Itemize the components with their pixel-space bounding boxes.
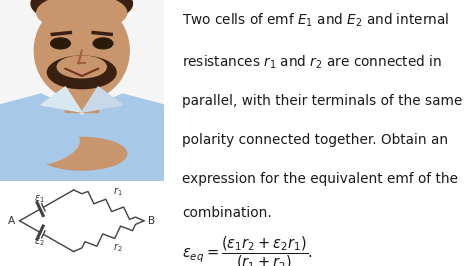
- Text: $\varepsilon_1$: $\varepsilon_1$: [34, 193, 45, 205]
- Ellipse shape: [19, 132, 79, 165]
- Text: polarity connected together. Obtain an: polarity connected together. Obtain an: [182, 133, 448, 147]
- Ellipse shape: [83, 126, 163, 171]
- Text: combination.: combination.: [182, 206, 272, 220]
- Text: B: B: [148, 216, 155, 226]
- Text: Two cells of emf $E_1$ and $E_2$ and internal: Two cells of emf $E_1$ and $E_2$ and int…: [182, 12, 449, 29]
- Polygon shape: [82, 87, 123, 112]
- Ellipse shape: [93, 38, 113, 49]
- Text: $r_2$: $r_2$: [113, 242, 122, 254]
- Text: resistances $r_1$ and $r_2$ are connected in: resistances $r_1$ and $r_2$ are connecte…: [182, 53, 442, 70]
- Text: $\varepsilon_{eq} = \dfrac{(\varepsilon_1 r_2 + \varepsilon_2 r_1)}{(r_1 + r_2)}: $\varepsilon_{eq} = \dfrac{(\varepsilon_…: [182, 234, 313, 266]
- Text: $\varepsilon_2$: $\varepsilon_2$: [34, 236, 45, 248]
- Ellipse shape: [51, 38, 70, 49]
- Text: A: A: [9, 216, 16, 226]
- Ellipse shape: [37, 138, 127, 170]
- Text: expression for the equivalent emf of the: expression for the equivalent emf of the: [182, 172, 458, 186]
- Text: parallel, with their terminals of the same: parallel, with their terminals of the sa…: [182, 94, 463, 109]
- Ellipse shape: [34, 1, 129, 100]
- Polygon shape: [0, 94, 164, 181]
- Text: $r_1$: $r_1$: [113, 185, 123, 198]
- Ellipse shape: [37, 0, 127, 31]
- Bar: [65, 80, 98, 112]
- Ellipse shape: [1, 126, 81, 171]
- Polygon shape: [41, 87, 82, 112]
- Ellipse shape: [47, 56, 116, 89]
- Ellipse shape: [31, 0, 132, 23]
- Ellipse shape: [57, 56, 106, 78]
